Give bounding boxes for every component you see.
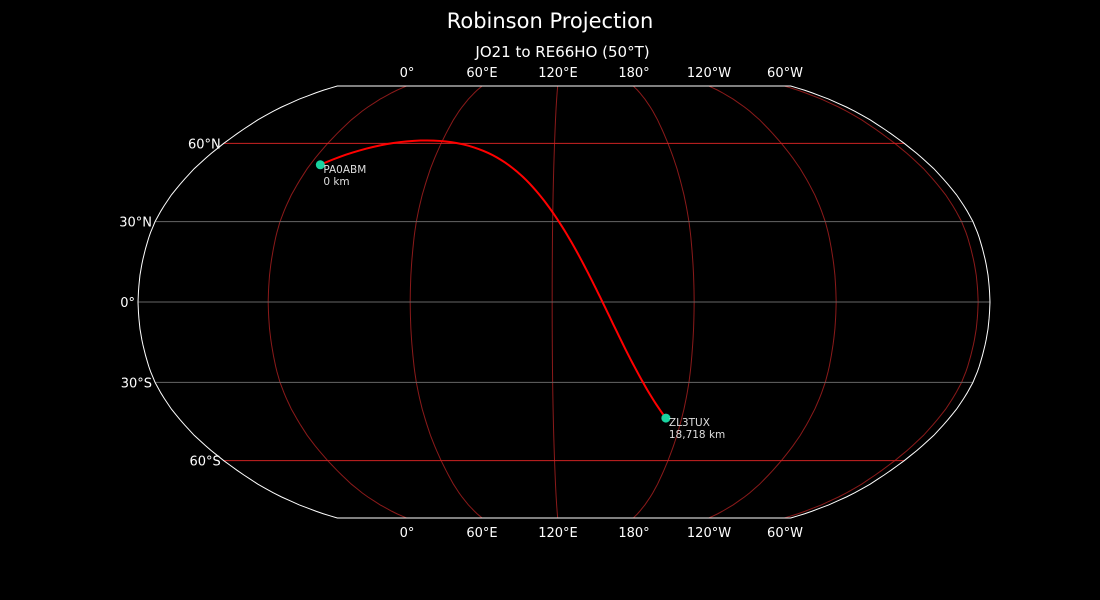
map-outline — [137, 85, 991, 519]
station-distance: 0 km — [323, 176, 349, 188]
lat-tick-label: 30°N — [119, 216, 152, 231]
lon-tick-label: 0° — [400, 526, 415, 541]
lon-tick-label: 180° — [618, 66, 649, 81]
lon-tick-label: 120°W — [687, 66, 731, 81]
lat-tick-label: 0° — [120, 296, 135, 311]
lat-tick-label: 30°S — [121, 376, 152, 391]
lat-tick-label: 60°S — [190, 455, 221, 470]
lat-tick-label: 60°N — [188, 137, 221, 152]
station-distance: 18,718 km — [669, 429, 725, 441]
lon-tick-label: 120°W — [687, 526, 731, 541]
map-subtitle: JO21 to RE66HO (50°T) — [475, 43, 650, 61]
station-callsign: ZL3TUX — [669, 417, 710, 429]
lon-tick-label: 0° — [400, 66, 415, 81]
lon-tick-label: 60°W — [767, 526, 803, 541]
lon-tick-label: 60°E — [466, 526, 497, 541]
graticule — [138, 85, 990, 519]
station-callsign: PA0ABM — [323, 164, 366, 176]
lon-tick-label: 180° — [618, 526, 649, 541]
great-circle-path — [319, 139, 667, 419]
lon-tick-label: 120°E — [538, 526, 578, 541]
lon-tick-label: 60°E — [466, 66, 497, 81]
lon-tick-label: 120°E — [538, 66, 578, 81]
lon-tick-label: 60°W — [767, 66, 803, 81]
tick-labels: 0° 0° 60°E 60°E 120°E 120°E 180° 180° 120°W 120°W… — [119, 66, 803, 541]
station-marker — [661, 413, 671, 423]
station-marker — [315, 160, 325, 170]
map-title: Robinson Projection — [446, 9, 654, 33]
